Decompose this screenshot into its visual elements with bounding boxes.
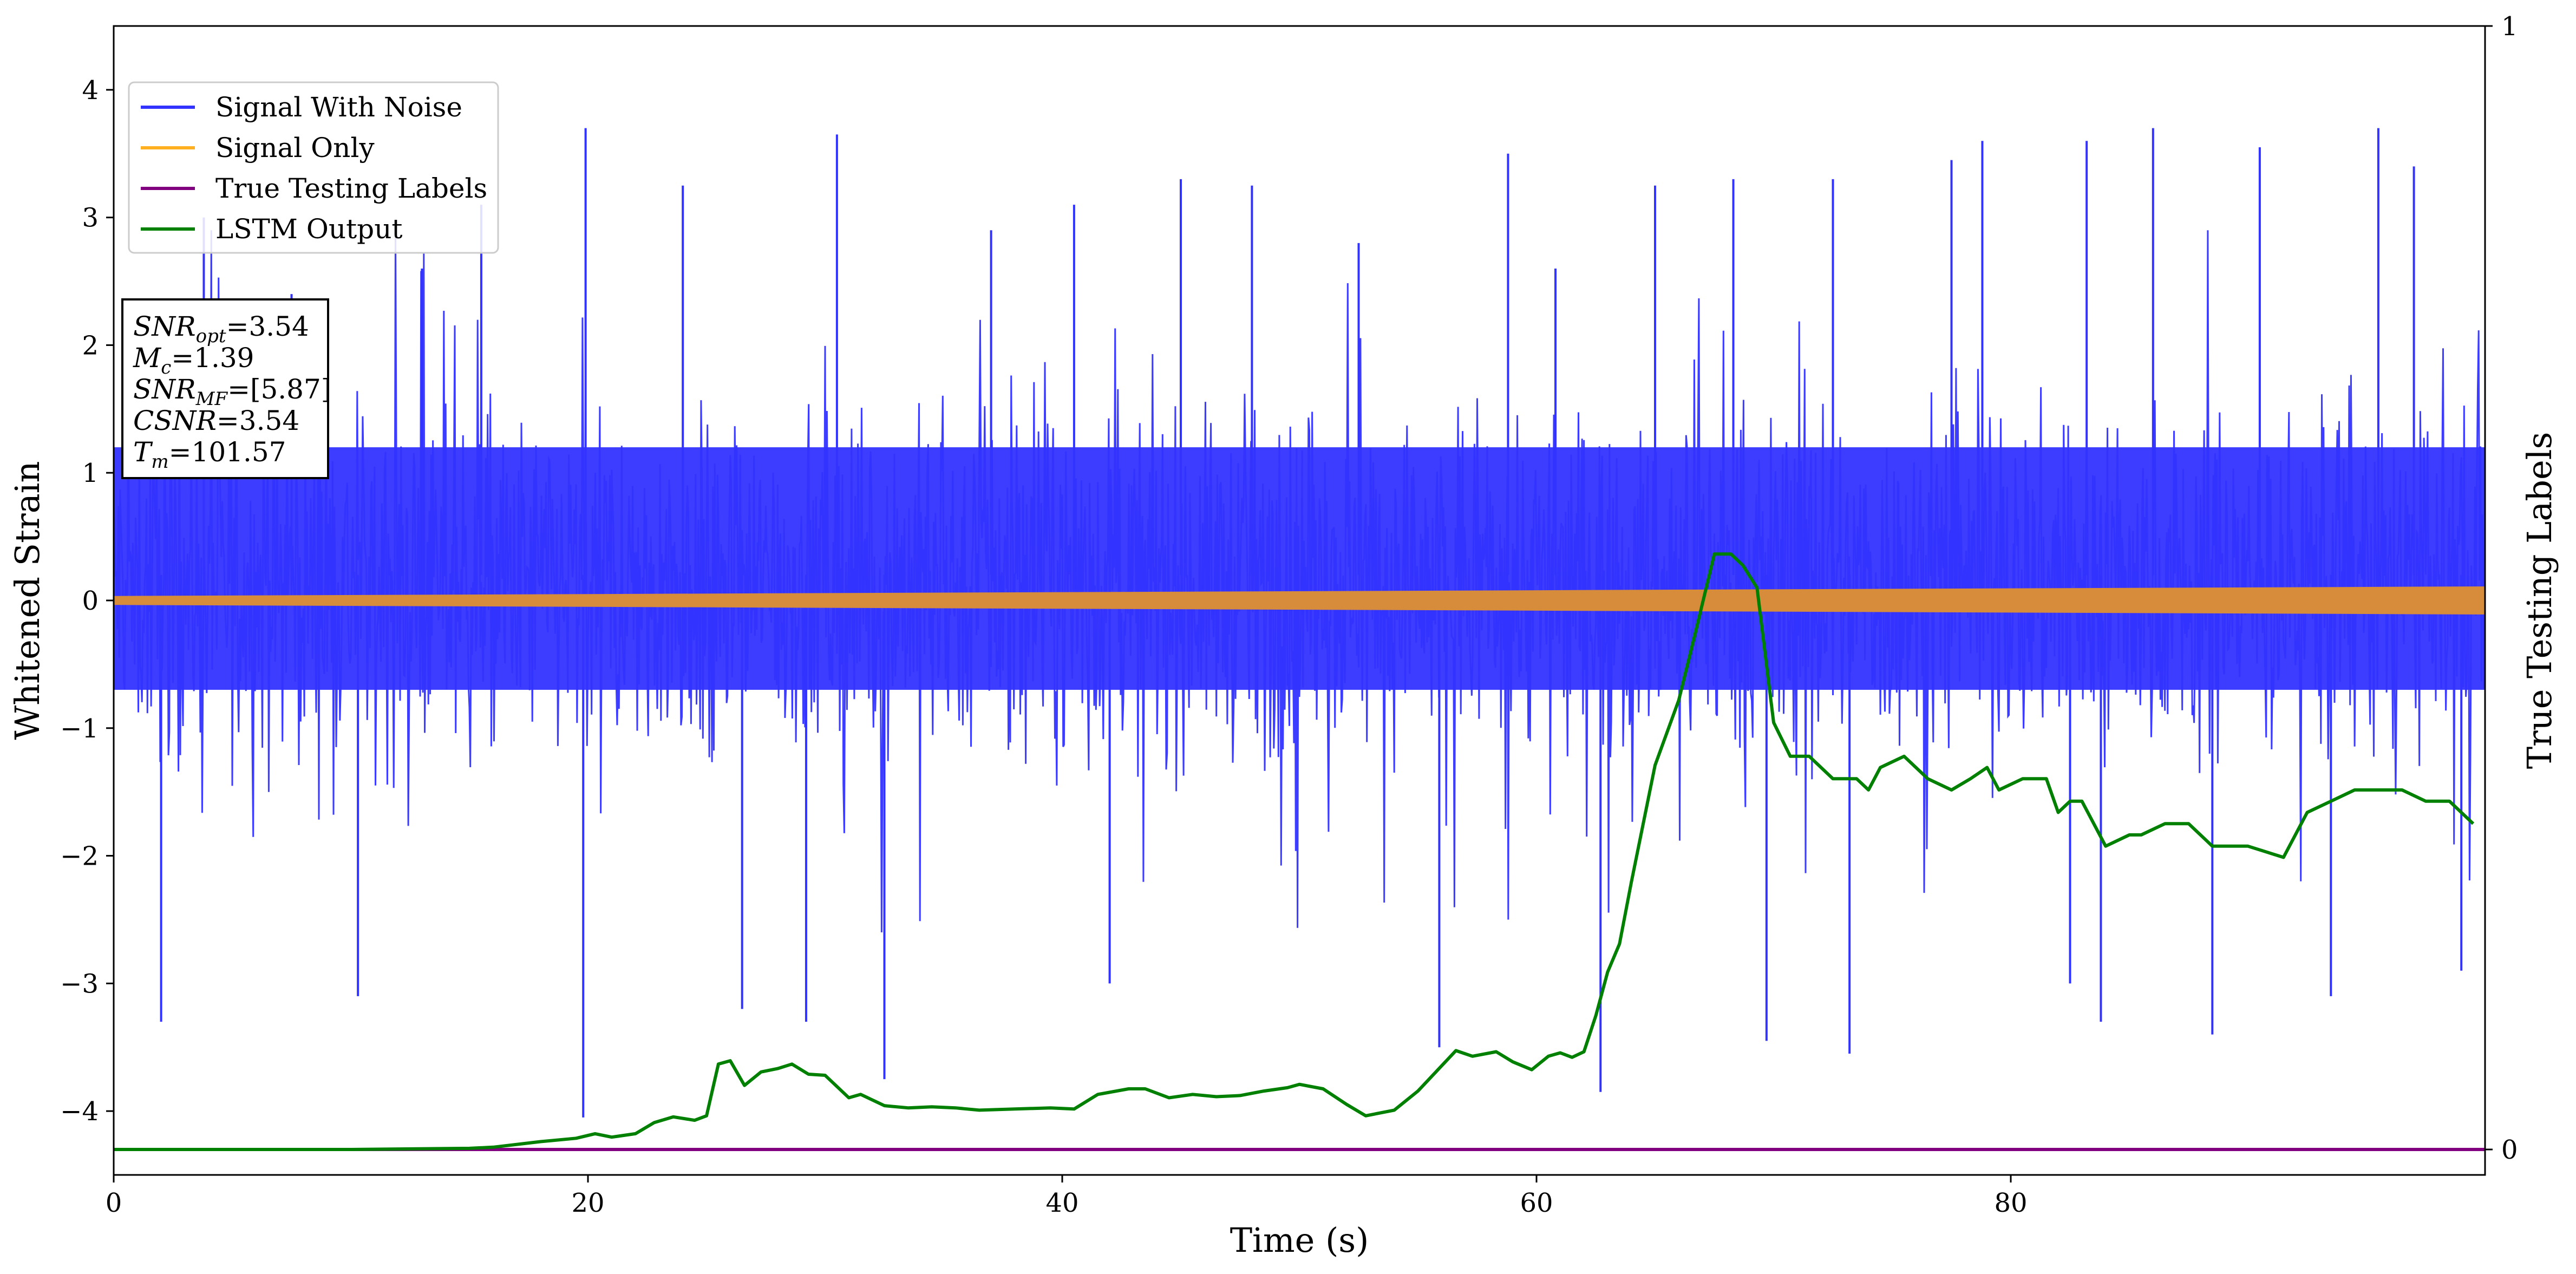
annotation-line: SNRopt=3.54 <box>133 311 309 347</box>
x-tick-label: 40 <box>1045 1188 1078 1218</box>
y-axis-label: Whitened Strain <box>8 461 47 740</box>
annotation-line: SNRMF=[5.87] <box>133 374 331 410</box>
x-axis: 0 20 40 60 80 <box>106 1175 2028 1218</box>
annotation-value: =1.39 <box>171 342 254 374</box>
annotation-subscript: opt <box>196 325 226 347</box>
annotation-line: Tm=101.57 <box>133 436 286 473</box>
legend-frame <box>128 81 499 254</box>
signal-only-series <box>114 586 2485 615</box>
annotation-value: =3.54 <box>226 311 309 342</box>
y-tick-label: −3 <box>60 969 99 999</box>
legend-label: Signal With Noise <box>215 92 462 123</box>
annotation-value: =3.54 <box>217 405 299 436</box>
annotation-symbol: M <box>133 342 162 374</box>
y-axis-left: −4 −3 −2 −1 0 1 2 3 4 <box>60 75 114 1127</box>
annotation-value: =101.57 <box>169 436 286 468</box>
annotation-symbol: T <box>133 436 153 468</box>
x-axis-label: Time (s) <box>1230 1220 1369 1260</box>
signal-only-band <box>114 586 2485 615</box>
x-tick-label: 0 <box>106 1188 122 1218</box>
legend-label: True Testing Labels <box>215 173 487 204</box>
y-tick-label: 0 <box>82 586 99 616</box>
y2-tick-label: 0 <box>2501 1135 2518 1165</box>
annotation-subscript: c <box>161 357 171 378</box>
annotation-symbol: CSNR <box>133 405 217 436</box>
signal-with-noise-series <box>113 128 2486 1118</box>
y-axis-right: 01 <box>2485 11 2518 1165</box>
y-tick-label: 3 <box>82 203 99 233</box>
y2-axis-label: True Testing Labels <box>2520 432 2559 769</box>
annotation-line: Mc=1.39 <box>133 342 254 378</box>
y-tick-label: 1 <box>82 458 99 488</box>
x-tick-label: 60 <box>1520 1188 1553 1218</box>
y2-tick-label: 1 <box>2501 11 2518 42</box>
legend: Signal With Noise Signal Only True Testing… <box>128 81 499 254</box>
noise-dense-band <box>114 447 2485 690</box>
annotation-line: CSNR=3.54 <box>133 405 299 436</box>
x-tick-label: 20 <box>571 1188 604 1218</box>
y-tick-label: −4 <box>60 1096 99 1127</box>
x-tick-label: 80 <box>1994 1188 2027 1218</box>
y-tick-label: −1 <box>60 714 99 744</box>
y-tick-label: 4 <box>82 75 99 106</box>
annotation-subscript: MF <box>195 388 228 410</box>
annotation-symbol: SNR <box>133 311 196 342</box>
legend-label: LSTM Output <box>215 213 402 245</box>
lstm-output-series <box>114 552 2475 1151</box>
annotation-subscript: m <box>151 451 168 473</box>
legend-label: Signal Only <box>215 132 375 164</box>
annotation-box: SNRopt=3.54Mc=1.39SNRMF=[5.87]CSNR=3.54T… <box>121 298 331 479</box>
lstm-output-line <box>114 552 2475 1151</box>
annotation-symbol: SNR <box>133 374 196 405</box>
y-tick-label: 2 <box>82 330 99 361</box>
y-tick-label: −2 <box>60 841 99 872</box>
annotation-frame <box>121 298 329 479</box>
annotation-value: =[5.87] <box>227 374 331 405</box>
